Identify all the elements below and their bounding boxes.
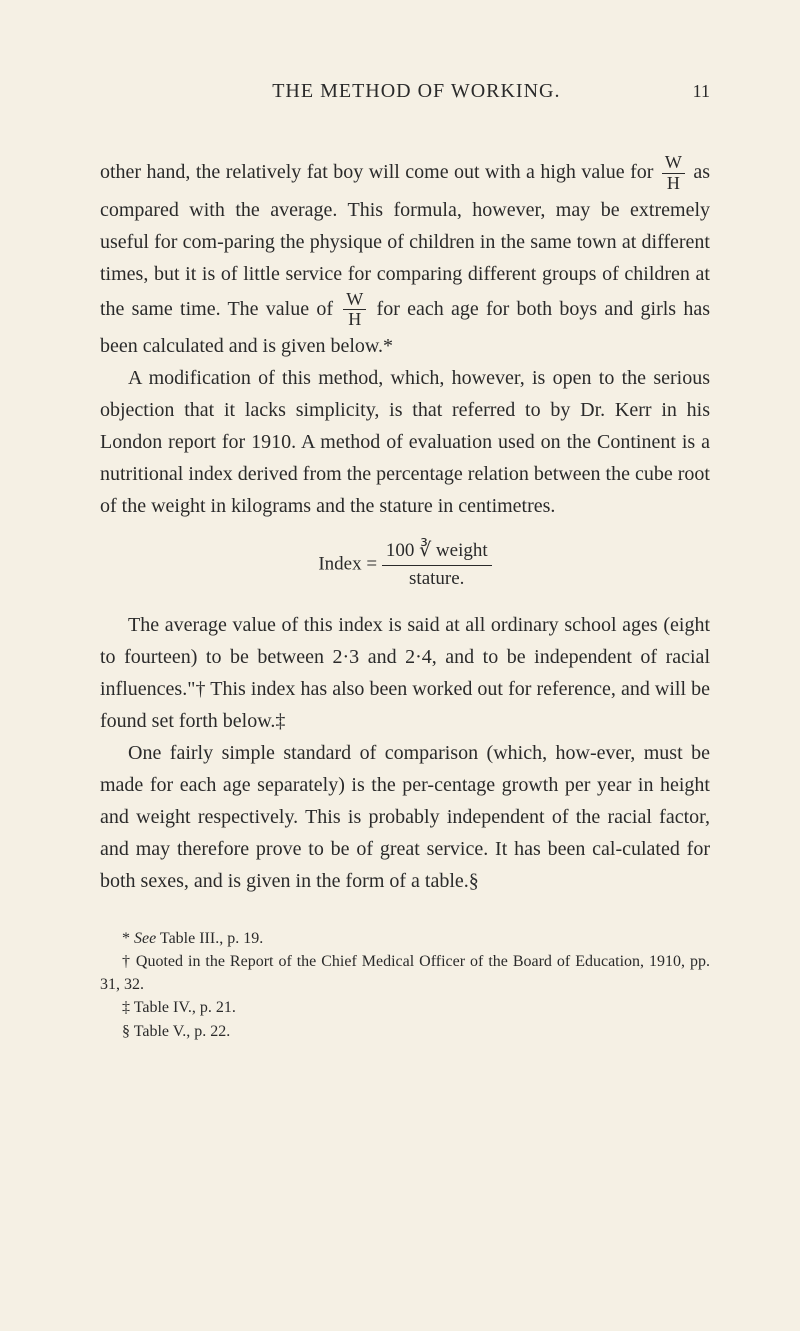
footnote-text: Table III., p. 19. [156, 930, 263, 947]
index-numerator: 100 ∛ weight [382, 540, 492, 566]
footnote-1: * See Table III., p. 19. [100, 927, 710, 950]
fraction-numerator: W [662, 153, 685, 174]
fraction-denominator: H [662, 174, 685, 194]
footnotes: * See Table III., p. 19. † Quoted in the… [100, 927, 710, 1043]
fraction-denominator: H [343, 310, 366, 330]
fraction-numerator: W [343, 290, 366, 311]
paragraph-2: A modification of this method, which, ho… [100, 362, 710, 522]
body-text: other hand, the relatively fat boy will … [100, 153, 710, 1043]
page-header: THE METHOD OF WORKING. 11 [100, 80, 710, 103]
fraction-wh-2: WH [343, 290, 366, 331]
paragraph-1: other hand, the relatively fat boy will … [100, 153, 710, 362]
index-label: Index = [318, 554, 381, 575]
footnote-italic: See [134, 930, 156, 947]
page-number: 11 [693, 81, 710, 102]
page-container: THE METHOD OF WORKING. 11 other hand, th… [0, 0, 800, 1103]
para1-text-b: as compared with the average. This formu… [100, 161, 710, 320]
index-formula: Index = 100 ∛ weightstature. [100, 540, 710, 591]
para1-text-a: other hand, the relatively fat boy will … [100, 161, 659, 183]
index-fraction: 100 ∛ weightstature. [382, 540, 492, 591]
index-denominator: stature. [382, 566, 492, 591]
paragraph-3: The average value of this index is said … [100, 609, 710, 737]
footnote-3: ‡ Table IV., p. 21. [100, 996, 710, 1019]
header-title: THE METHOD OF WORKING. [140, 80, 693, 103]
fraction-wh-1: WH [662, 153, 685, 194]
footnote-marker: * [122, 930, 134, 947]
footnote-4: § Table V., p. 22. [100, 1020, 710, 1043]
paragraph-4: One fairly simple standard of comparison… [100, 737, 710, 897]
footnote-2: † Quoted in the Report of the Chief Medi… [100, 950, 710, 996]
